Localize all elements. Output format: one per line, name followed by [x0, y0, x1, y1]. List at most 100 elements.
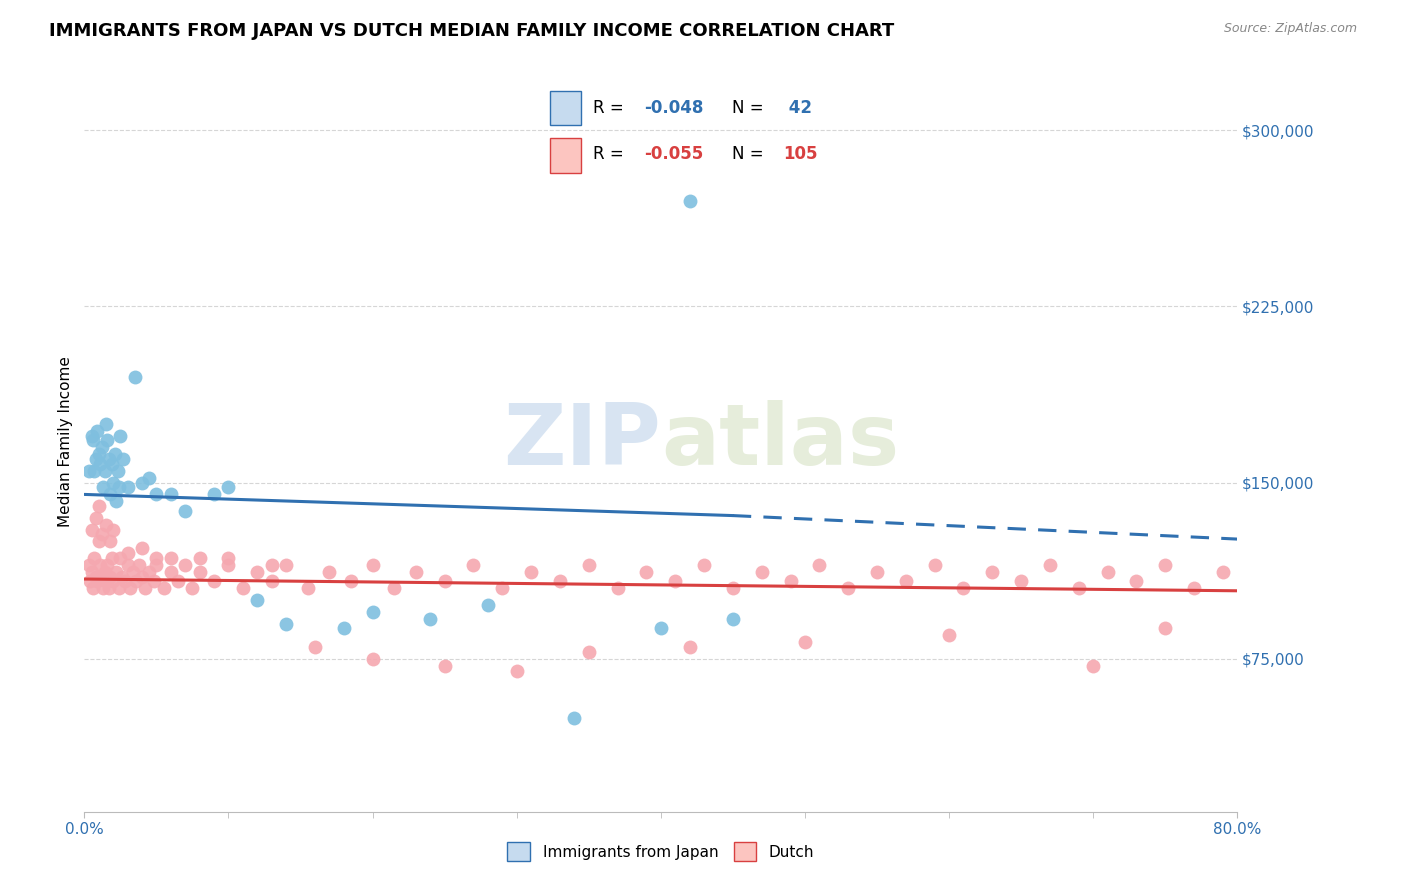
Point [145, 487, 167, 501]
Point [111, 570, 134, 584]
Point [77, 464, 100, 478]
Point [174, 558, 197, 572]
Point [246, 565, 269, 579]
Point [142, 574, 165, 589]
Point [382, 582, 405, 596]
Point [96, 558, 118, 572]
Point [636, 565, 658, 579]
Point [103, 574, 124, 589]
Point [105, 494, 128, 508]
Point [650, 621, 672, 635]
Point [117, 480, 139, 494]
Point [548, 574, 571, 589]
Point [1010, 574, 1032, 589]
Point [276, 616, 298, 631]
Point [97, 452, 120, 467]
Point [84, 452, 107, 467]
Point [924, 558, 946, 572]
Point [981, 565, 1004, 579]
Point [679, 194, 702, 208]
Text: N =: N = [731, 99, 769, 117]
Point [77, 558, 100, 572]
Text: Source: ZipAtlas.com: Source: ZipAtlas.com [1223, 22, 1357, 36]
Point [1067, 582, 1090, 596]
Point [108, 480, 131, 494]
Y-axis label: Median Family Income: Median Family Income [58, 356, 73, 527]
Text: 105: 105 [783, 145, 818, 163]
Point [1154, 558, 1177, 572]
Point [664, 574, 686, 589]
Point [160, 565, 183, 579]
Text: atlas: atlas [661, 400, 898, 483]
Point [110, 428, 132, 442]
Point [202, 487, 225, 501]
Point [80, 523, 103, 537]
Point [232, 582, 254, 596]
Point [1154, 621, 1177, 635]
Point [304, 640, 326, 655]
Point [297, 582, 319, 596]
Point [98, 570, 121, 584]
Point [433, 574, 456, 589]
Point [131, 475, 153, 490]
Point [174, 504, 197, 518]
Point [433, 659, 456, 673]
Point [361, 605, 384, 619]
Point [1039, 558, 1062, 572]
Point [361, 558, 384, 572]
Point [80, 565, 103, 579]
Point [808, 558, 831, 572]
Point [578, 558, 600, 572]
Point [134, 582, 156, 596]
Point [952, 582, 974, 596]
Point [463, 558, 485, 572]
Point [83, 550, 105, 565]
Point [160, 487, 183, 501]
Point [894, 574, 917, 589]
Point [84, 511, 107, 525]
Point [405, 565, 427, 579]
Point [578, 645, 600, 659]
Point [89, 558, 111, 572]
Point [794, 635, 817, 649]
Point [1182, 582, 1205, 596]
Point [520, 565, 543, 579]
Point [100, 457, 122, 471]
Point [138, 565, 160, 579]
Point [260, 558, 283, 572]
Point [477, 598, 499, 612]
Point [721, 612, 744, 626]
Point [721, 582, 744, 596]
Text: ZIP: ZIP [503, 400, 661, 483]
Bar [550, 91, 581, 126]
Point [606, 582, 628, 596]
Point [83, 464, 105, 478]
Point [491, 582, 513, 596]
Point [181, 582, 204, 596]
Point [94, 518, 117, 533]
Point [564, 711, 586, 725]
Point [86, 574, 108, 589]
Point [160, 550, 183, 565]
Point [100, 550, 122, 565]
Point [98, 534, 121, 549]
Point [91, 480, 114, 494]
Point [145, 550, 167, 565]
Point [87, 447, 110, 461]
Point [90, 527, 112, 541]
Point [361, 652, 384, 666]
Point [89, 457, 111, 471]
Point [97, 582, 120, 596]
Point [90, 441, 112, 455]
Point [94, 417, 117, 431]
Point [260, 574, 283, 589]
Point [246, 593, 269, 607]
Point [218, 558, 240, 572]
Point [103, 523, 124, 537]
Point [276, 558, 298, 572]
Point [107, 464, 129, 478]
Point [110, 550, 132, 565]
Point [145, 558, 167, 572]
Point [837, 582, 859, 596]
Point [79, 574, 101, 589]
